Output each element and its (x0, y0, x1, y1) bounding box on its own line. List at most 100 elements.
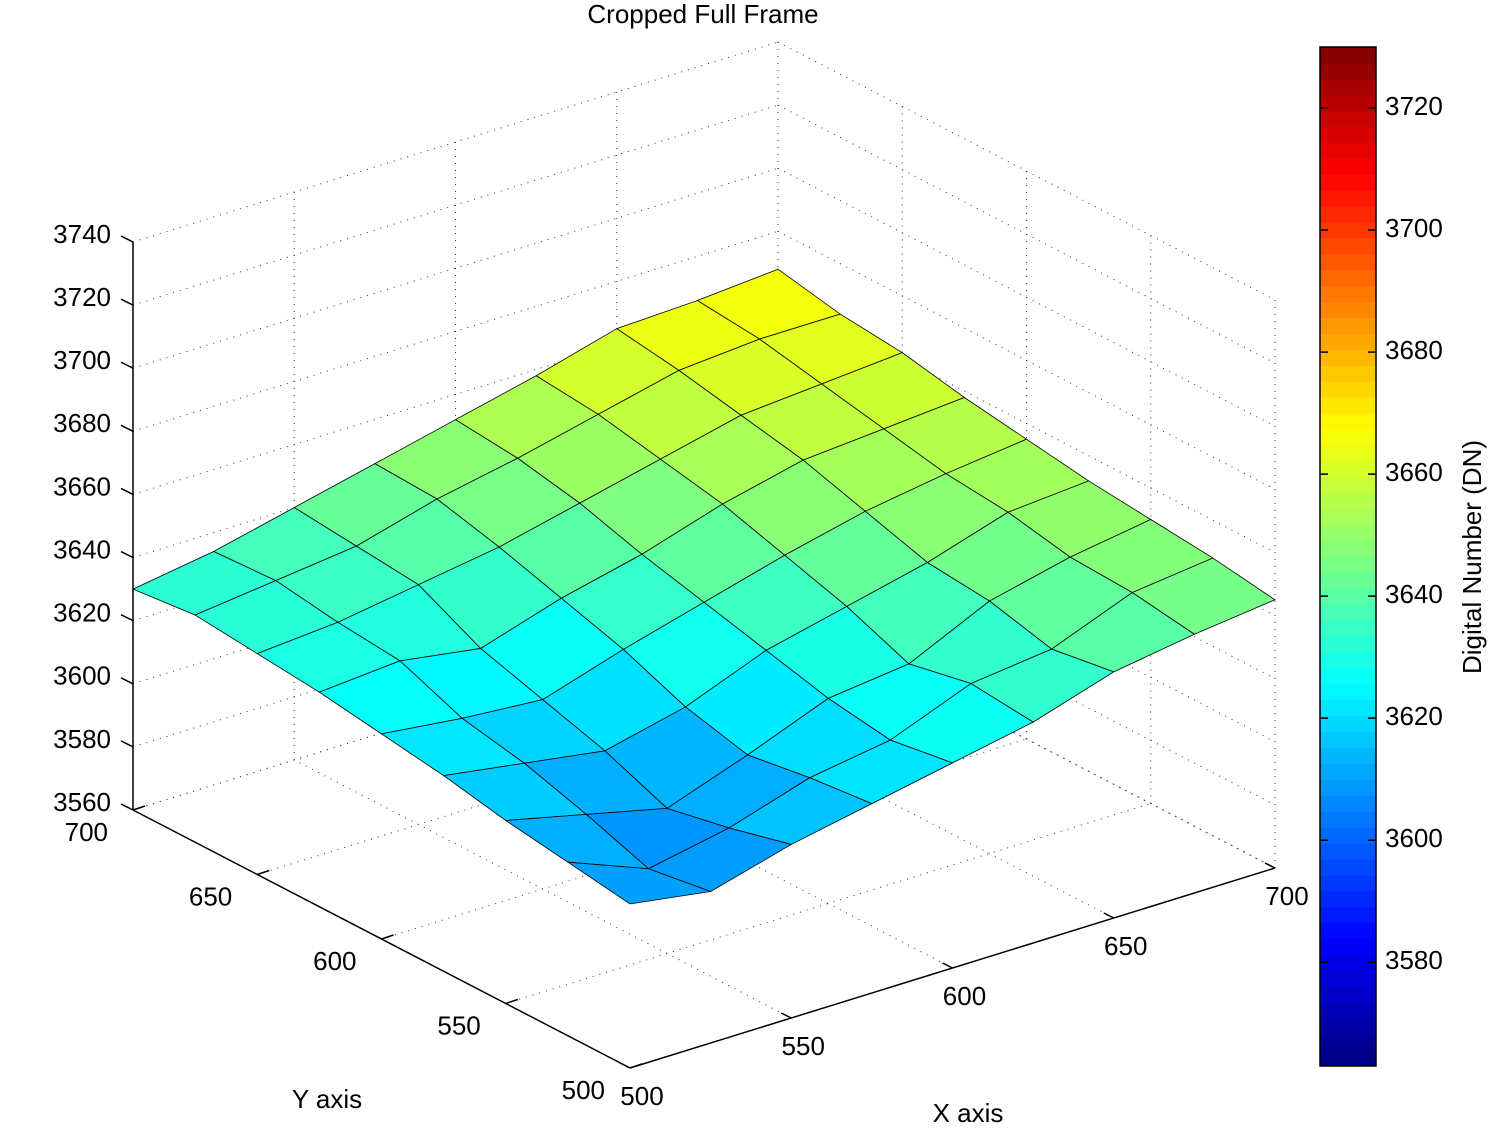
grid-line (505, 803, 1151, 1004)
colorbar-band (1320, 986, 1376, 1003)
z-tick (120, 613, 134, 622)
x-tick (942, 962, 953, 969)
colorbar-tick-label: 3660 (1385, 457, 1443, 487)
grid-line (132, 41, 779, 243)
colorbar-band (1320, 94, 1376, 112)
colorbar-band (1320, 667, 1376, 685)
colorbar-tick-label: 3700 (1385, 213, 1443, 243)
z-tick (120, 298, 134, 306)
colorbar-band (1320, 301, 1376, 319)
z-tick-label: 3680 (53, 408, 111, 438)
z-tick-label: 3740 (53, 219, 111, 249)
y-tick-label: 500 (562, 1075, 605, 1105)
y-tick-label: 700 (65, 817, 108, 847)
colorbar-band (1320, 397, 1376, 414)
grid-line (132, 104, 779, 306)
colorbar-band (1320, 381, 1376, 398)
grid-line (132, 357, 779, 559)
y-tick (505, 998, 518, 1005)
y-tick-label: 600 (313, 946, 356, 976)
colorbar-band (1320, 524, 1376, 542)
colorbar-band (1320, 874, 1376, 892)
x-tick (780, 1012, 792, 1019)
colorbar-band (1320, 827, 1376, 844)
colorbar-band (1320, 317, 1376, 335)
colorbar-band (1320, 954, 1376, 971)
grid-line (132, 546, 779, 748)
z-tick-label: 3620 (53, 598, 111, 628)
x-tick-label: 550 (782, 1031, 825, 1061)
colorbar-band (1320, 970, 1376, 987)
colorbar-tick-label: 3580 (1385, 945, 1443, 975)
grid-line (132, 483, 779, 685)
colorbar-band (1320, 269, 1376, 287)
x-tick (1103, 912, 1115, 919)
colorbar-band (1320, 906, 1376, 924)
colorbar-band (1320, 110, 1376, 128)
z-tick (120, 361, 134, 369)
colorbar-band (1320, 1050, 1376, 1067)
colorbar-band (1320, 429, 1376, 446)
colorbar-band (1320, 365, 1376, 382)
colorbar-band (1320, 699, 1376, 717)
grid-line (132, 293, 779, 495)
x-tick (619, 1062, 631, 1069)
colorbar-band (1320, 763, 1376, 780)
colorbar-band (1320, 222, 1376, 239)
colorbar-label: Digital Number (DN) (1457, 440, 1487, 674)
colorbar-tick-label: 3640 (1385, 579, 1443, 609)
grid-line (132, 167, 779, 369)
y-tick-label: 650 (189, 881, 232, 911)
colorbar-band (1320, 158, 1376, 175)
colorbar-band (1320, 508, 1376, 526)
colorbar-band (1320, 636, 1376, 653)
z-tick-label: 3700 (53, 345, 111, 375)
colorbar-band (1320, 795, 1376, 812)
x-tick-label: 650 (1104, 931, 1147, 961)
z-tick-label: 3600 (53, 661, 111, 691)
grid-line (381, 738, 1027, 940)
colorbar-band (1320, 652, 1376, 669)
colorbar-tick-label: 3600 (1385, 823, 1443, 853)
colorbar-band (1320, 683, 1376, 701)
colorbar-band (1320, 540, 1376, 557)
colorbar-band (1320, 253, 1376, 271)
colorbar-band (1320, 476, 1376, 494)
z-tick (120, 677, 134, 685)
z-tick (120, 487, 134, 496)
z-tick (120, 424, 134, 433)
colorbar-band (1320, 890, 1376, 908)
z-tick-label: 3560 (53, 787, 111, 817)
colorbar-tick-label: 3720 (1385, 91, 1443, 121)
colorbar-band (1320, 1034, 1376, 1051)
colorbar-band (1320, 460, 1376, 478)
z-tick-label: 3580 (53, 724, 111, 754)
colorbar-band (1320, 349, 1376, 366)
z-tick-label: 3640 (53, 534, 111, 564)
colorbar-band (1320, 445, 1376, 462)
z-tick (120, 550, 134, 559)
colorbar-tick-label: 3680 (1385, 335, 1443, 365)
colorbar-tick-label: 3620 (1385, 701, 1443, 731)
surface-patch (566, 861, 711, 905)
z-tick (120, 740, 134, 748)
y-tick (132, 805, 146, 811)
x-tick-label: 500 (620, 1081, 663, 1111)
colorbar-band (1320, 47, 1376, 64)
x-tick (1264, 862, 1276, 869)
grid-line (257, 674, 903, 875)
colorbar-band (1320, 1018, 1376, 1035)
colorbar-band (1320, 238, 1376, 255)
colorbar-band (1320, 938, 1376, 956)
x-tick-label: 600 (943, 981, 986, 1011)
colorbar-frame (1319, 46, 1377, 1067)
y-tick (257, 869, 270, 876)
grid-line (132, 230, 779, 432)
colorbar-band (1320, 206, 1376, 223)
colorbar-band (1320, 715, 1376, 733)
x-tick-label: 700 (1265, 881, 1308, 911)
colorbar-band (1320, 747, 1376, 764)
colorbar-band (1320, 811, 1376, 828)
colorbar-band (1320, 78, 1376, 96)
